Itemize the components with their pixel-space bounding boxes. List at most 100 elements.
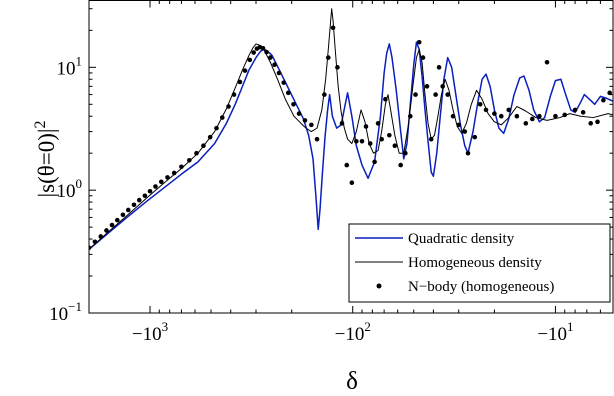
nbody-point: [595, 119, 600, 125]
nbody-point: [372, 159, 377, 165]
nbody-point: [237, 79, 243, 85]
nbody-point: [572, 107, 578, 113]
nbody-point: [462, 129, 468, 134]
plot-frame: [88, 0, 614, 314]
nbody-point: [530, 116, 535, 122]
nbody-point: [544, 59, 550, 65]
nbody-point: [492, 111, 497, 116]
nbody-point: [416, 39, 422, 45]
nbody-point: [387, 132, 392, 138]
nbody-point: [314, 136, 320, 142]
nbody-point: [498, 113, 504, 119]
nbody-point: [115, 217, 120, 223]
nbody-point: [588, 121, 593, 126]
nbody-point: [398, 162, 403, 168]
nbody-point: [465, 150, 471, 156]
y-axis-title: |s(θ=0)|2: [32, 121, 59, 198]
nbody-point: [562, 112, 568, 118]
nbody-point: [309, 122, 314, 128]
tick-layer: [88, 0, 613, 314]
series-line-0: [89, 41, 613, 250]
legend-label-homogeneous: Homogeneous density: [408, 255, 542, 271]
nbody-point: [359, 138, 365, 144]
x-tick-label: −103: [132, 319, 168, 345]
nbody-point: [392, 143, 398, 149]
legend-box: [348, 223, 611, 303]
nbody-point: [450, 113, 456, 119]
nbody-point: [131, 202, 137, 208]
nbody-point: [379, 136, 384, 142]
nbody-point: [607, 90, 612, 96]
nbody-point: [291, 102, 296, 107]
legend: Quadratic density Homogeneous density N−…: [348, 223, 611, 303]
nbody-point: [330, 25, 336, 31]
nbody-point: [251, 50, 256, 55]
nbody-point: [375, 121, 381, 126]
nbody-point: [242, 68, 248, 73]
nbody-point: [226, 104, 231, 109]
nbody-point: [153, 184, 158, 189]
x-axis-title: δ: [346, 368, 358, 395]
nbody-point: [207, 134, 213, 140]
nbody-point: [264, 49, 269, 55]
nbody-point: [580, 110, 586, 115]
nbody-point: [179, 164, 184, 170]
nbody-point: [109, 222, 115, 228]
y-axis-title-superscript: 2: [32, 121, 49, 129]
nbody-point: [171, 170, 177, 176]
nbody-point: [537, 113, 542, 119]
nbody-point: [272, 62, 277, 68]
nbody-point: [367, 141, 373, 146]
series-layer: [89, 8, 613, 251]
nbody-point: [147, 188, 153, 194]
x-tick-label: −101: [537, 319, 573, 345]
nbody-point: [285, 90, 291, 96]
nbody-point: [445, 92, 451, 97]
nbody-point: [553, 113, 558, 119]
nbody-point: [281, 80, 287, 85]
nbody-point: [506, 107, 512, 113]
nbody-point: [433, 92, 438, 97]
nbody-point: [104, 228, 109, 233]
nbody-point: [276, 70, 282, 76]
tick-label-layer: −103 −102 −101 10−1 100 101: [49, 53, 573, 345]
nbody-point: [349, 180, 355, 186]
nbody-point: [413, 92, 418, 97]
nbody-point: [158, 179, 164, 185]
nbody-point: [92, 239, 98, 245]
nbody-point: [344, 162, 350, 168]
nbody-point: [136, 197, 142, 203]
legend-marker-nbody: [376, 283, 382, 289]
nbody-point: [407, 113, 413, 119]
nbody-point: [125, 207, 131, 213]
nbody-point: [296, 111, 302, 116]
nbody-point: [472, 134, 478, 140]
nbody-point: [201, 143, 206, 149]
nbody-point: [187, 158, 192, 163]
nbody-point: [268, 55, 273, 60]
nbody-point: [514, 113, 520, 119]
nbody-point: [322, 92, 327, 97]
nbody-point: [403, 150, 408, 156]
nbody-point: [194, 150, 199, 156]
nbody-point: [354, 138, 359, 144]
x-tick-label: −102: [335, 319, 371, 345]
series-line-1: [89, 8, 613, 250]
nbody-point: [424, 84, 430, 89]
nbody-point: [260, 45, 266, 51]
nbody-point: [383, 96, 388, 102]
nbody-point: [601, 97, 606, 103]
nbody-point: [219, 115, 225, 120]
nbody-point: [436, 65, 442, 70]
nbody-point: [456, 122, 462, 128]
nbody-point: [428, 136, 434, 142]
nbody-point: [142, 193, 148, 199]
legend-label-quadratic: Quadratic density: [408, 231, 515, 247]
nbody-point: [120, 212, 126, 218]
y-tick-label: 100: [57, 176, 83, 202]
nbody-point: [98, 234, 104, 239]
nbody-point: [302, 118, 308, 123]
nbody-point: [89, 245, 92, 251]
legend-label-nbody: N−body (homogeneous): [408, 279, 554, 295]
